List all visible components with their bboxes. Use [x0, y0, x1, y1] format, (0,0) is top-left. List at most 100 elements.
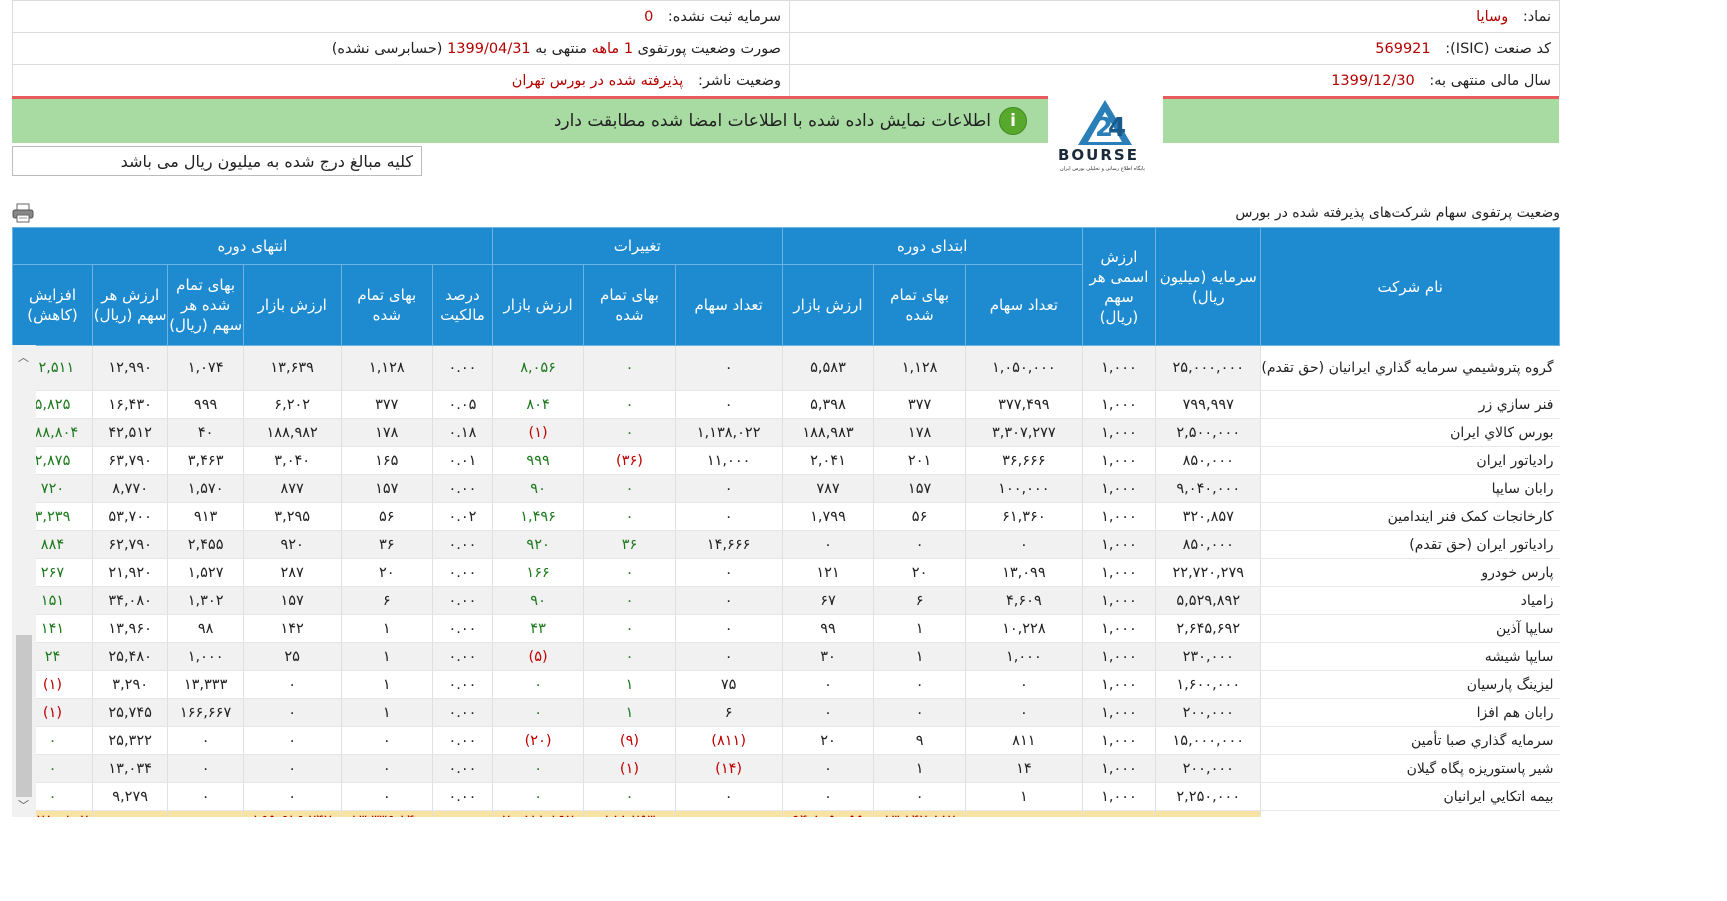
- col-change-cost[interactable]: بهای تمام شده: [583, 264, 676, 346]
- cell-e-pct: ۰.۰۰: [432, 642, 493, 671]
- cell-capital: ۲,۲۵۰,۰۰۰: [1155, 782, 1261, 811]
- col-change-shares[interactable]: تعداد سهام: [674, 264, 783, 346]
- company-name-cell[interactable]: بيمه اتکايي ايرانيان: [1260, 782, 1560, 811]
- cell-s-shares: ۰: [964, 530, 1083, 559]
- portfolio-table: نام شرکت سرمايه (ميليون ريال) ارزش اسمی …: [12, 227, 1560, 817]
- cell-e-pct: ۰.۰۱: [432, 446, 493, 475]
- cell-c-cost: ۰: [583, 474, 676, 503]
- cell-e-market: ۱۳,۶۳۹: [242, 345, 341, 391]
- cell-e-pct: ۰.۰۰: [432, 614, 493, 643]
- cell-c-market: (۱): [491, 418, 584, 447]
- scroll-down-icon[interactable]: ﹀: [18, 799, 29, 812]
- col-start-market[interactable]: ارزش بازار: [781, 264, 875, 346]
- total-c-market: ۷۰,۸۱۱,۱۹۲: [491, 810, 584, 817]
- banner-right-strip: [1157, 96, 1559, 143]
- company-name-cell[interactable]: رابان هم افزا: [1260, 698, 1560, 727]
- cell-e-pct: ۰.۰۰: [432, 698, 493, 727]
- col-end-change[interactable]: افزايش (کاهش): [12, 264, 93, 346]
- col-start-cost[interactable]: بهای تمام شده: [873, 264, 966, 346]
- company-name-cell[interactable]: زامياد: [1260, 586, 1560, 615]
- company-name-cell[interactable]: سايپا آذين: [1260, 614, 1560, 643]
- cell-e-market: ۰: [242, 726, 341, 755]
- cell-c-cost: ۰: [583, 418, 676, 447]
- table-row: پارس خودرو ۲۲,۷۲۰,۲۷۹ ۱,۰۰۰ ۱۳,۰۹۹ ۲۰ ۱۲۱ ۰ ۰ ۱۶…: [12, 558, 1560, 587]
- company-name-cell[interactable]: رادياتور ايران: [1260, 446, 1560, 475]
- total-c-cost: ۱۸۸,۲۵۳: [583, 810, 676, 817]
- cell-e-cost-per: ۹۱۳: [167, 502, 244, 531]
- col-end-cost[interactable]: بهای تمام شده: [340, 264, 434, 346]
- cell-s-shares: ۴,۶۰۹: [964, 586, 1083, 615]
- cell-e-pct: ۰.۰۰: [432, 474, 493, 503]
- col-change-market[interactable]: ارزش بازار: [491, 264, 585, 346]
- col-start-shares[interactable]: تعداد سهام: [964, 264, 1083, 346]
- cell-capital: ۲۳۰,۰۰۰: [1155, 642, 1261, 671]
- company-name-cell[interactable]: شير پاستوريزه پگاه گيلان: [1260, 754, 1560, 783]
- cell-e-cost-per: ۰: [167, 726, 244, 755]
- cell-s-market: ۷۸۷: [781, 474, 874, 503]
- cell-e-pct: ۰.۰۵: [432, 390, 493, 419]
- cell-e-cost-per: ۰: [167, 782, 244, 811]
- cell-e-value-per: ۲۵,۴۸۰: [91, 642, 168, 671]
- col-capital[interactable]: سرمايه (ميليون ريال): [1155, 227, 1262, 346]
- cell-capital: ۵,۵۲۹,۸۹۲: [1155, 586, 1261, 615]
- cell-capital: ۱۵,۰۰۰,۰۰۰: [1155, 726, 1261, 755]
- total-e-value-per: [91, 810, 168, 817]
- report-mid: منتهی به: [535, 40, 587, 57]
- company-name-cell[interactable]: سرمايه گذاري صبا تأمين: [1260, 726, 1560, 755]
- cell-par: ۱,۰۰۰: [1081, 474, 1156, 503]
- cell-c-shares: ۰: [674, 558, 783, 587]
- company-name-cell[interactable]: فنر سازي زر: [1260, 390, 1560, 419]
- cell-c-shares: ۰: [674, 586, 783, 615]
- cell-e-market: ۱۵۷: [242, 586, 341, 615]
- cell-e-market: ۱۸۸,۹۸۲: [242, 418, 341, 447]
- cell-s-shares: ۳,۳۰۷,۲۷۷: [964, 418, 1083, 447]
- cell-e-cost: ۱: [340, 642, 433, 671]
- svg-text:4: 4: [1108, 113, 1126, 143]
- print-icon[interactable]: [12, 203, 34, 223]
- company-name-cell[interactable]: پارس خودرو: [1260, 558, 1560, 587]
- col-end-market[interactable]: ارزش بازار: [242, 264, 342, 346]
- cell-s-shares: ۱,۰۰۰: [964, 642, 1083, 671]
- company-name-cell[interactable]: کارخانجات کمک فنر ايندامين: [1260, 502, 1560, 531]
- cell-e-pct: ۰.۰۰: [432, 586, 493, 615]
- fiscal-label: سال مالی منتهی به:: [1429, 72, 1551, 89]
- cell-c-market: ۹۲۰: [491, 530, 584, 559]
- report-prefix: صورت وضعيت پورتفوی: [637, 40, 781, 57]
- cell-s-shares: ۱۰۰,۰۰۰: [964, 474, 1083, 503]
- cell-c-market: ۰: [491, 782, 584, 811]
- col-company-name[interactable]: نام شرکت: [1260, 227, 1560, 346]
- scroll-up-icon[interactable]: ︿: [18, 351, 29, 364]
- vertical-scrollbar[interactable]: ︿ ﹀: [12, 345, 36, 817]
- table-row: رابان هم افزا ۲۰۰,۰۰۰ ۱,۰۰۰ ۰ ۰ ۰ ۶ ۱ ۰ ۰.۰۰ ۱ ۰ ۱۶۶…: [12, 698, 1560, 727]
- cell-e-cost-per: ۱,۰۰۰: [167, 642, 244, 671]
- scrollbar-thumb[interactable]: [16, 635, 32, 797]
- cell-e-pct: ۰.۱۸: [432, 418, 493, 447]
- cell-s-cost: ۱: [873, 614, 966, 643]
- cell-s-shares: ۱: [964, 782, 1083, 811]
- cell-c-shares: ۰: [674, 502, 783, 531]
- publisher-value: پذيرفته شده در بورس تهران: [511, 72, 684, 89]
- company-name-cell[interactable]: رادياتور ايران (حق تقدم): [1260, 530, 1560, 559]
- cell-e-cost: ۶: [340, 586, 433, 615]
- col-par-value[interactable]: ارزش اسمی هر سهم (ريال): [1081, 227, 1157, 346]
- cell-s-shares: ۳۷۷,۴۹۹: [964, 390, 1083, 419]
- cell-capital: ۲,۶۴۵,۶۹۲: [1155, 614, 1261, 643]
- cell-s-shares: ۳۶,۶۶۶: [964, 446, 1083, 475]
- company-name-cell[interactable]: بورس کالاي ايران: [1260, 418, 1560, 447]
- col-end-ownership[interactable]: درصد مالکيت: [432, 264, 493, 346]
- cell-s-market: ۳۰: [781, 642, 874, 671]
- col-end-value-per-share[interactable]: ارزش هر سهم (ريال): [91, 264, 169, 346]
- cell-par: ۱,۰۰۰: [1081, 698, 1156, 727]
- fiscal-cell: سال مالی منتهی به: 1399/12/30: [789, 64, 1560, 97]
- isic-cell: کد صنعت (ISIC): 569921: [789, 32, 1560, 65]
- group-changes: تغييرات: [491, 227, 783, 265]
- unreg-capital-label: سرمايه ثبت نشده:: [667, 8, 781, 25]
- cell-c-shares: ۰: [674, 782, 783, 811]
- cell-capital: ۸۵۰,۰۰۰: [1155, 530, 1261, 559]
- symbol-value[interactable]: وسايا: [1476, 8, 1509, 25]
- company-name-cell[interactable]: رابان سايپا: [1260, 474, 1560, 503]
- company-name-cell[interactable]: سايپا شيشه: [1260, 642, 1560, 671]
- col-end-cost-per-share[interactable]: بهای تمام شده هر سهم (ريال): [167, 264, 244, 346]
- company-name-cell[interactable]: گروه پتروشيمي سرمايه گذاري ايرانيان (حق …: [1260, 345, 1560, 391]
- company-name-cell[interactable]: ليزينگ پارسيان: [1260, 670, 1560, 699]
